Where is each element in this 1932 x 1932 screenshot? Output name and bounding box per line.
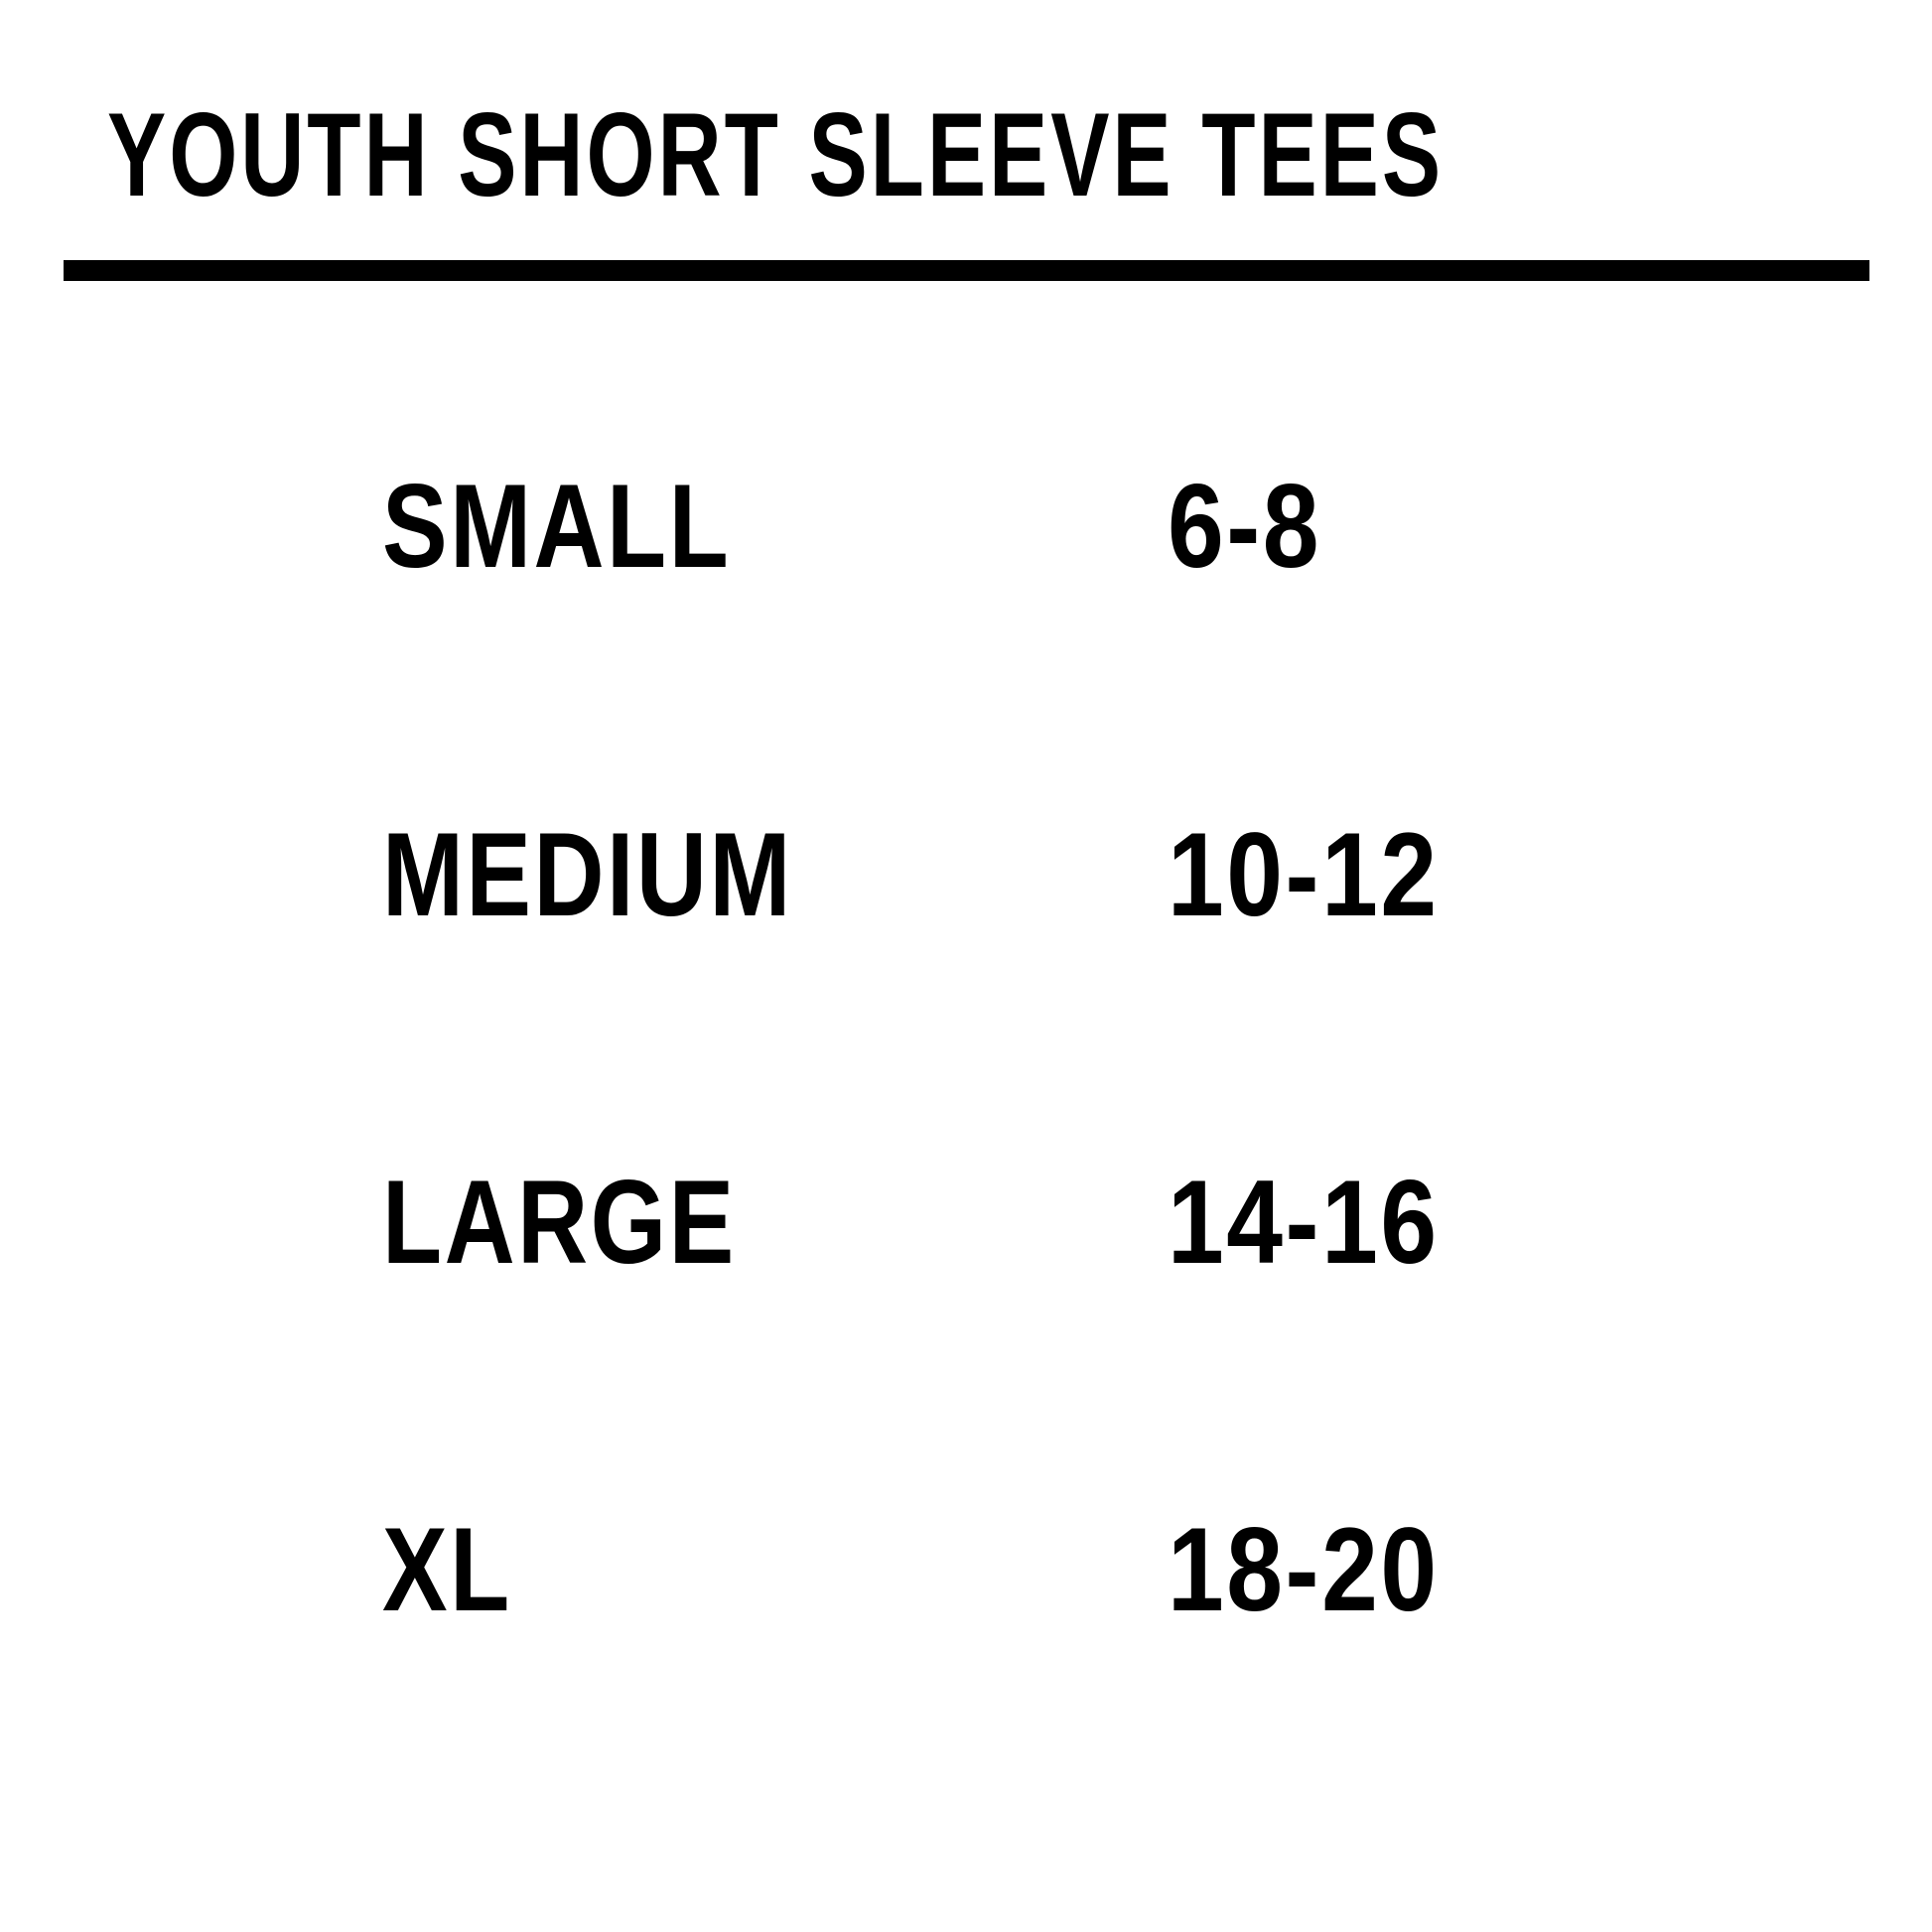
size-range: 6-8 — [1168, 460, 1322, 593]
size-label: MEDIUM — [382, 808, 793, 941]
size-range: 18-20 — [1168, 1503, 1440, 1636]
size-label: XL — [382, 1503, 512, 1636]
page-title: YOUTH SHORT SLEEVE TEES — [107, 88, 1445, 221]
title-divider — [64, 260, 1869, 281]
size-label: LARGE — [382, 1156, 737, 1289]
size-label: SMALL — [382, 460, 732, 593]
size-range: 14-16 — [1168, 1156, 1440, 1289]
size-range: 10-12 — [1168, 808, 1440, 941]
